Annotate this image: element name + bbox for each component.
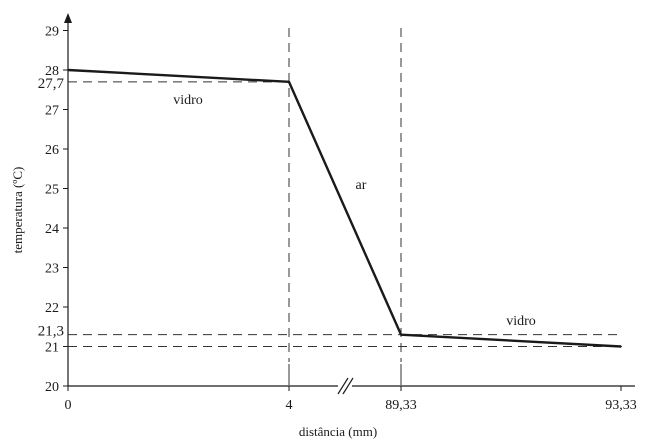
y-tick-label: 20 — [45, 380, 59, 395]
region-label: vidro — [173, 93, 203, 108]
y-ticks: 20 21 22 23 24 25 26 27 28 29 — [45, 25, 68, 395]
y-tick-label: 25 — [45, 183, 59, 198]
x-tick-label: 0 — [65, 398, 72, 413]
region-labels: vidro ar vidro — [173, 93, 536, 329]
y-reference-label: 27,7 — [38, 76, 65, 92]
axis-break-mark-1 — [337, 377, 349, 395]
x-tick-label: 89,33 — [385, 398, 417, 413]
data-point — [400, 333, 402, 336]
data-point — [620, 345, 622, 348]
axes — [64, 13, 635, 395]
y-axis-arrow — [64, 13, 72, 23]
y-reference-label: 21,3 — [38, 324, 64, 340]
x-axis-title: distância (mm) — [299, 424, 377, 439]
y-tick-label: 24 — [45, 222, 59, 237]
y-tick-label: 23 — [45, 262, 59, 277]
y-axis-title: temperatura (ºC) — [10, 167, 25, 254]
series-layer — [67, 68, 622, 348]
x-tick-label: 4 — [286, 398, 293, 413]
y-tick-label: 28 — [45, 64, 59, 79]
data-point — [288, 80, 290, 83]
region-label: vidro — [506, 314, 536, 329]
x-tick-label: 93,33 — [605, 398, 637, 413]
y-tick-label: 29 — [45, 25, 59, 40]
y-tick-label: 26 — [45, 143, 59, 158]
temperature-line — [67, 68, 622, 348]
x-ticks: 0 4 89,33 93,33 — [65, 386, 637, 413]
y-tick-label: 27 — [45, 104, 59, 119]
axis-break-mark-2 — [342, 377, 354, 395]
region-label: ar — [356, 178, 367, 193]
reference-lines: 27,7 21,3 — [38, 28, 621, 385]
y-tick-label: 21 — [45, 341, 59, 356]
y-tick-label: 22 — [45, 301, 59, 316]
